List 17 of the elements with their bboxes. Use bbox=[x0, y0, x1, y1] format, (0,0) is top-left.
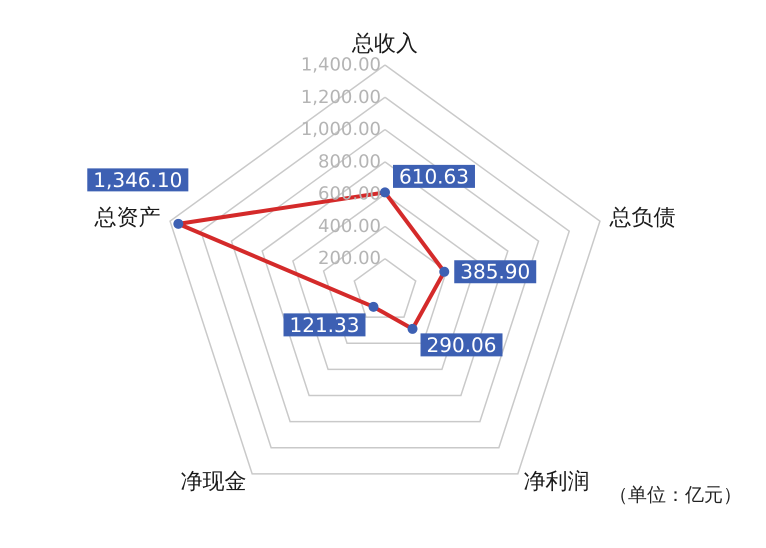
spoke-label: 总资产 bbox=[94, 206, 161, 231]
spoke-label: 总负债 bbox=[608, 206, 676, 231]
y-tick-label: 1,000.00 bbox=[300, 119, 381, 140]
data-label: 385.90 bbox=[460, 260, 530, 284]
spoke-label: 净利润 bbox=[524, 469, 590, 494]
data-label: 121.33 bbox=[290, 312, 360, 337]
y-tick-label: 1,400.00 bbox=[300, 54, 381, 76]
y-tick-label: 400.00 bbox=[318, 216, 381, 237]
spoke-label: 净现金 bbox=[180, 469, 246, 494]
text: （单位：亿元） bbox=[609, 484, 742, 506]
y-tick-label: 800.00 bbox=[318, 151, 381, 172]
data-label: 1,346.10 bbox=[93, 168, 182, 192]
data-label: 610.63 bbox=[399, 164, 469, 188]
y-tick-label: 1,200.00 bbox=[300, 86, 381, 108]
data-label: 290.06 bbox=[426, 332, 497, 357]
spoke-label: 总收入 bbox=[351, 32, 418, 56]
y-tick-label: 200.00 bbox=[318, 248, 381, 270]
